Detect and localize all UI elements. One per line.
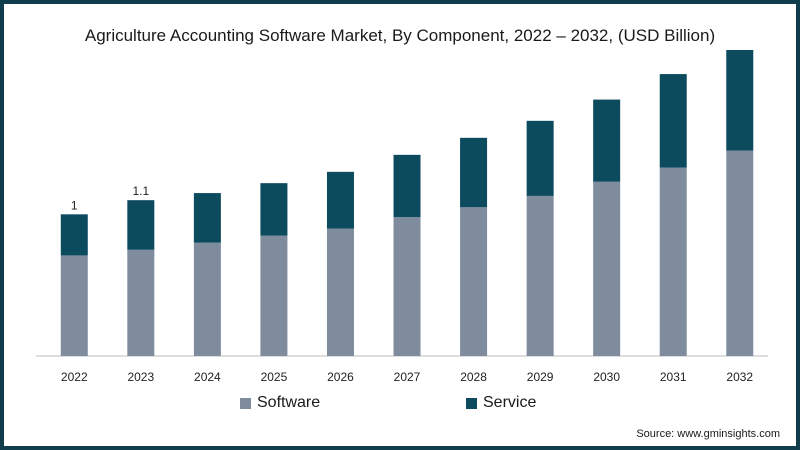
x-tick-label-2031: 2031 bbox=[660, 370, 687, 384]
x-tick-label-2025: 2025 bbox=[261, 370, 288, 384]
legend-swatch-service bbox=[466, 397, 477, 409]
bar-software-2028 bbox=[460, 207, 488, 356]
bar-software-2027 bbox=[393, 217, 421, 356]
x-tick-label-2028: 2028 bbox=[460, 370, 487, 384]
bar-software-2022 bbox=[60, 255, 88, 356]
bar-service-2029 bbox=[526, 120, 554, 196]
bar-service-2032 bbox=[726, 50, 754, 151]
bar-software-2026 bbox=[326, 228, 354, 356]
bar-software-2030 bbox=[593, 181, 621, 356]
legend-item-software: Software bbox=[240, 394, 320, 412]
bar-software-2032 bbox=[726, 150, 754, 356]
x-tick-label-2023: 2023 bbox=[127, 370, 154, 384]
legend-swatch-software bbox=[240, 397, 251, 409]
x-tick-label-2032: 2032 bbox=[726, 370, 753, 384]
bar-service-2025 bbox=[260, 183, 288, 236]
source-note: Source: www.gminsights.com bbox=[636, 428, 780, 440]
data-label-2023: 1.1 bbox=[132, 184, 149, 198]
bar-service-2031 bbox=[659, 74, 687, 168]
x-tick-label-2030: 2030 bbox=[593, 370, 620, 384]
bar-software-2029 bbox=[526, 195, 554, 356]
bar-software-2023 bbox=[127, 249, 155, 356]
bar-software-2031 bbox=[659, 167, 687, 356]
legend-item-service: Service bbox=[466, 394, 536, 412]
x-tick-label-2026: 2026 bbox=[327, 370, 354, 384]
data-label-2022: 1 bbox=[71, 198, 78, 212]
bar-software-2024 bbox=[193, 242, 221, 356]
bar-software-2025 bbox=[260, 235, 288, 356]
bar-service-2030 bbox=[593, 99, 621, 182]
bar-service-2026 bbox=[326, 171, 354, 229]
x-tick-label-2029: 2029 bbox=[527, 370, 554, 384]
bar-service-2024 bbox=[193, 193, 221, 243]
legend-label-service: Service bbox=[483, 394, 537, 411]
legend-label-software: Software bbox=[257, 394, 321, 411]
x-tick-label-2022: 2022 bbox=[61, 370, 88, 384]
bar-service-2023 bbox=[127, 200, 155, 250]
chart-title: Agriculture Accounting Software Market, … bbox=[84, 26, 716, 45]
bar-service-2028 bbox=[460, 137, 488, 208]
x-tick-label-2024: 2024 bbox=[194, 370, 221, 384]
bar-service-2027 bbox=[393, 154, 421, 218]
x-tick-label-2027: 2027 bbox=[394, 370, 421, 384]
bar-service-2022 bbox=[60, 214, 88, 256]
legend: Software Service bbox=[0, 394, 800, 416]
